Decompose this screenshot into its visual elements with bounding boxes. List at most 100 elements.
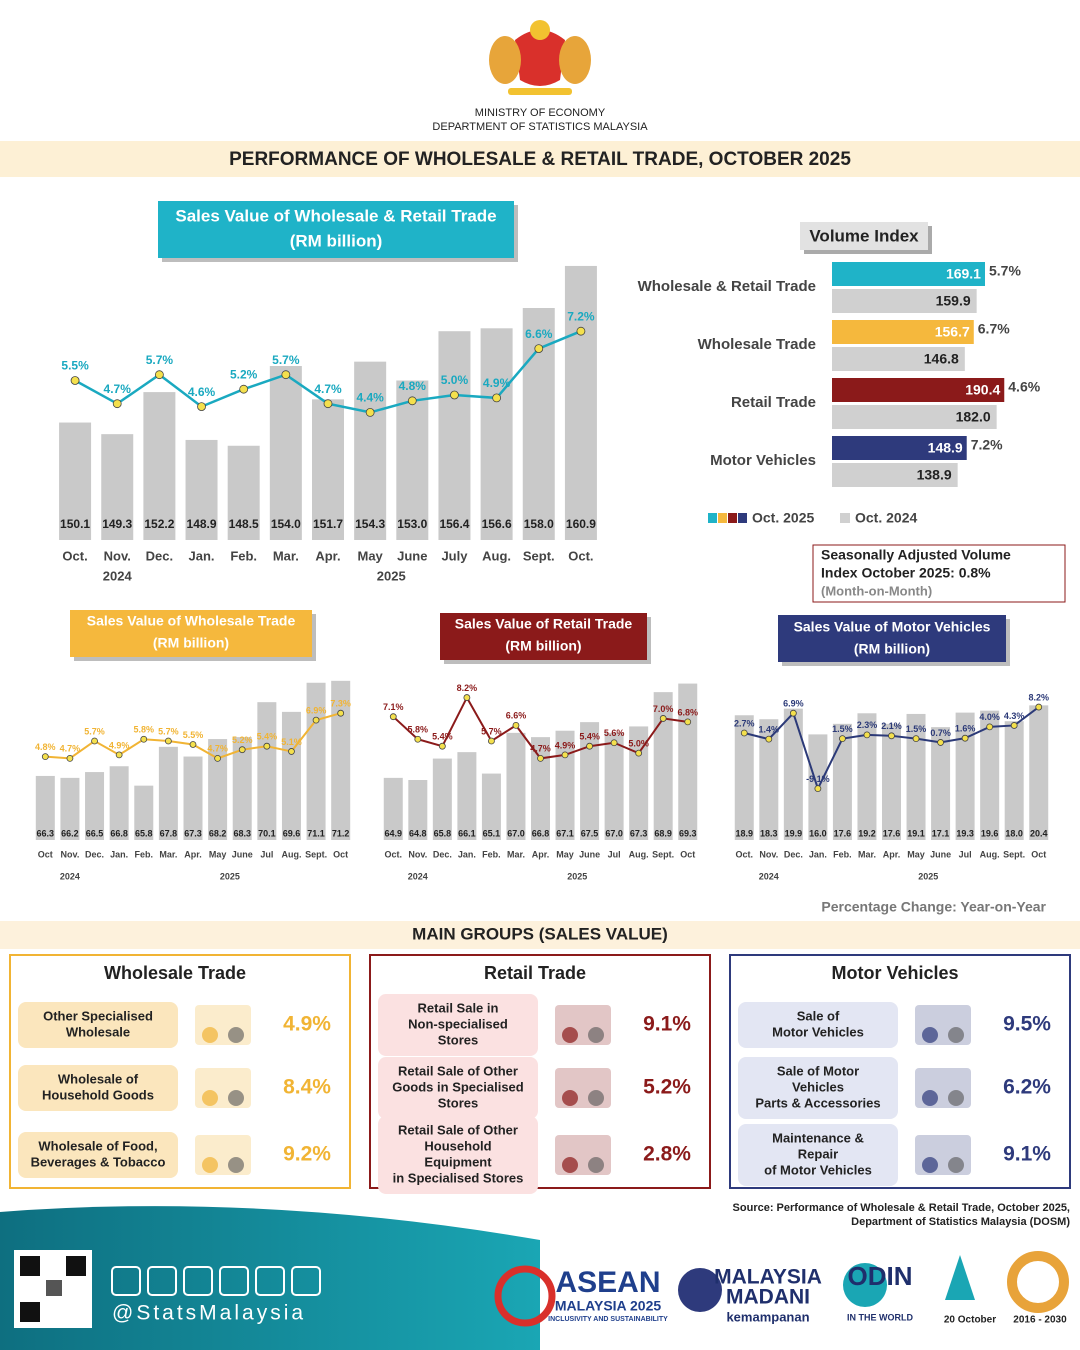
x-tick-label: Dec. — [433, 849, 452, 859]
bar-value-label: 159.9 — [936, 293, 971, 309]
bar-value-label: 148.5 — [229, 517, 259, 531]
group-value: 6.2% — [1003, 1076, 1051, 1099]
bar — [832, 262, 985, 286]
line-value-label: 4.0% — [979, 712, 1000, 722]
bar — [882, 723, 901, 840]
ministry: MINISTRY OF ECONOMY — [475, 107, 606, 119]
logo-mark — [945, 1255, 975, 1300]
qr-finder — [20, 1302, 40, 1322]
group-label-box — [378, 994, 538, 1056]
bar — [1029, 705, 1049, 840]
x-tick-label: Jan. — [458, 849, 476, 859]
chart-subtitle: (RM billion) — [505, 638, 581, 654]
bar — [481, 773, 501, 840]
group-label-box — [738, 1057, 898, 1119]
bar — [759, 719, 779, 840]
bar-value-label: 66.8 — [532, 828, 550, 838]
bar-value-label: 152.2 — [144, 517, 174, 531]
section-title: MAIN GROUPS (SALES VALUE) — [412, 924, 668, 943]
x-tick-label: June — [397, 548, 427, 563]
chart-subtitle: (RM billion) — [290, 231, 383, 250]
line-value-label: 2.3% — [857, 720, 878, 730]
line-marker — [112, 399, 122, 409]
x-tick-label: Mar. — [507, 849, 525, 859]
x-tick-label: May — [358, 548, 384, 563]
crest-star — [530, 20, 550, 40]
x-tick-label: June — [579, 849, 600, 859]
group-icon — [922, 1027, 938, 1043]
bar-value-label: 66.5 — [86, 828, 104, 838]
x-tick-label: Aug. — [629, 849, 649, 859]
legend-swatch — [728, 513, 737, 523]
x-tick-label: Sept. — [523, 548, 555, 563]
x-tick-label: May — [907, 849, 925, 859]
line-value-label: 8.2% — [1028, 692, 1049, 702]
bar-value-label: 146.8 — [924, 351, 959, 367]
line-marker — [239, 384, 249, 394]
group-icon — [922, 1090, 938, 1106]
group-icon — [588, 1090, 604, 1106]
x-tick-label: Aug. — [482, 548, 511, 563]
bar-value-label: 156.6 — [482, 517, 512, 531]
note-line: Index October 2025: 0.8% — [821, 565, 991, 581]
social-icon — [219, 1266, 249, 1296]
line-value-label: 5.8% — [134, 725, 155, 735]
bar — [158, 746, 178, 840]
footer-band — [0, 1206, 540, 1350]
logo-mark — [678, 1268, 722, 1312]
line-marker — [659, 715, 667, 722]
bar-value-label: 69.6 — [283, 828, 301, 838]
bar — [629, 726, 649, 840]
title-box — [440, 613, 647, 660]
line-marker — [863, 731, 871, 739]
x-tick-label: Jul — [260, 849, 273, 859]
bar — [531, 737, 550, 840]
bar-value-label: 70.1 — [258, 828, 276, 838]
group-value: 8.4% — [283, 1076, 331, 1099]
bar-value-label: 19.6 — [981, 828, 999, 838]
line-marker — [912, 735, 920, 743]
line-value-label: 6.6% — [506, 711, 527, 721]
line-marker — [214, 754, 222, 762]
bar-value-label: 158.0 — [524, 517, 554, 531]
group-icon — [562, 1027, 578, 1043]
chart-title: Sales Value of Wholesale Trade — [87, 613, 296, 629]
bar — [227, 445, 260, 540]
group-icon — [228, 1027, 244, 1043]
crest-shield — [515, 30, 565, 86]
line-value-label: 7.3% — [330, 699, 351, 709]
bar — [555, 730, 575, 840]
line-marker — [41, 753, 49, 761]
line-marker — [323, 399, 333, 409]
logo-text: MALAYSIA — [714, 1266, 822, 1289]
line-marker — [740, 729, 748, 737]
social-handle: @StatsMalaysia — [112, 1302, 306, 1325]
line-value-label: 5.0% — [441, 373, 469, 387]
line-marker — [312, 716, 320, 724]
line-marker — [492, 393, 502, 403]
line-value-label: 4.6% — [188, 385, 216, 399]
year-label: 2024 — [103, 568, 133, 583]
year-label: 2025 — [567, 871, 587, 881]
bar-value-label: 169.1 — [946, 266, 981, 282]
line-value-label: 1.4% — [759, 724, 780, 734]
line-value-label: 4.7% — [314, 382, 342, 396]
line-marker — [463, 694, 471, 701]
x-tick-label: Oct — [1031, 849, 1046, 859]
x-tick-label: Apr. — [532, 849, 550, 859]
x-tick-label: Jul — [959, 849, 972, 859]
bar — [832, 378, 1005, 402]
bar-value-label: 18.9 — [736, 828, 754, 838]
bar-value-label: 16.0 — [809, 828, 827, 838]
bar-value-label: 154.0 — [271, 517, 301, 531]
x-tick-label: Sept. — [305, 849, 327, 859]
group-value: 9.5% — [1003, 1013, 1051, 1036]
bar — [85, 772, 105, 840]
bar-value-label: 148.9 — [928, 440, 963, 456]
bar — [832, 347, 965, 371]
x-tick-label: Jan. — [189, 548, 215, 563]
bar-value-label: 71.1 — [307, 828, 325, 838]
group-label: Retail Sale in — [418, 1000, 499, 1015]
bar — [604, 732, 624, 840]
line-marker — [389, 713, 397, 721]
